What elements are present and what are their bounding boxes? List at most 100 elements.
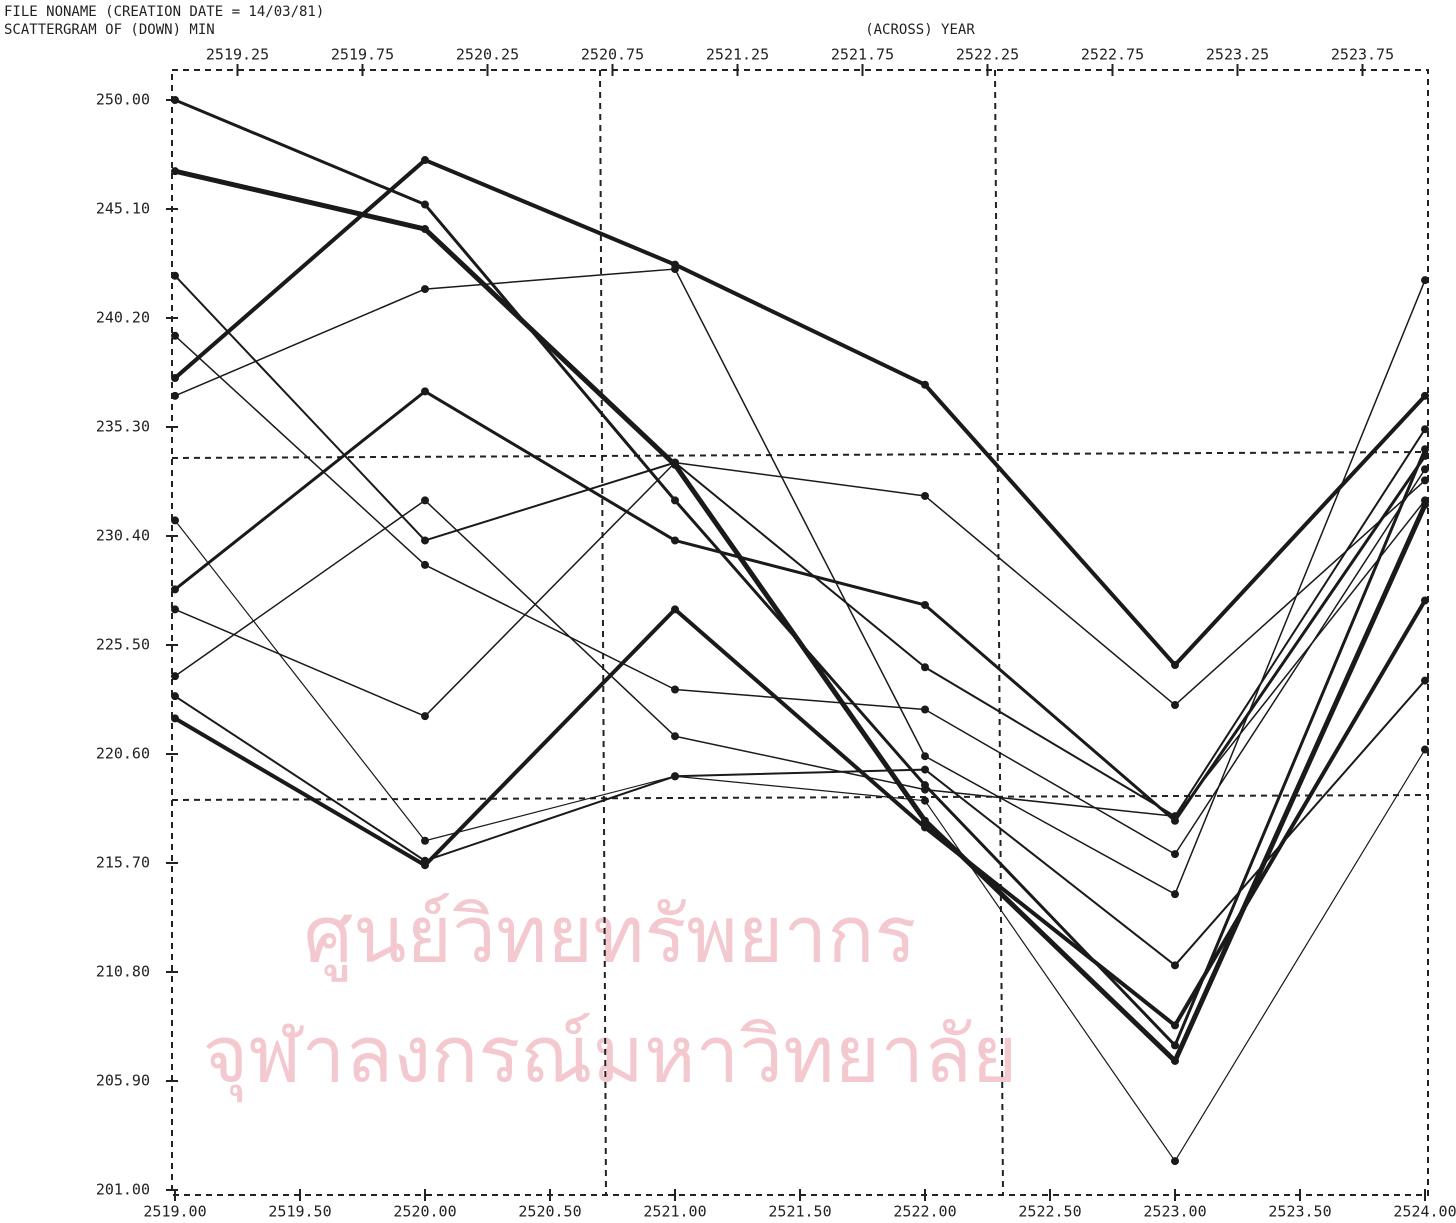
y-tick-label: 201.00	[96, 1181, 150, 1199]
data-point	[921, 796, 929, 805]
series-line	[174, 275, 1426, 818]
series-line	[174, 98, 1427, 1047]
data-point	[671, 496, 679, 505]
data-point	[171, 96, 179, 104]
data-point	[1171, 1056, 1179, 1065]
data-point	[1421, 745, 1429, 754]
header: FILE NONAME (CREATION DATE = 14/03/81)	[4, 4, 324, 20]
data-point	[921, 600, 929, 609]
data-point	[421, 225, 429, 234]
data-point	[421, 560, 429, 569]
data-point	[171, 714, 179, 723]
watermark: จุฬาลงกรณ์มหาวิทยาลัย	[202, 1010, 1017, 1102]
data-point	[171, 167, 179, 176]
reference-line	[599, 69, 607, 1196]
y-tick-label: 240.20	[96, 309, 150, 327]
data-point	[171, 374, 179, 383]
data-point	[671, 536, 679, 545]
x-tick-label: 2523.50	[1268, 1203, 1331, 1221]
series-line	[174, 520, 1426, 1162]
header: SCATTERGRAM OF (DOWN) MIN	[4, 22, 215, 38]
x-tick-label: 2524.00	[1393, 1203, 1456, 1221]
data-point	[921, 380, 929, 389]
data-point	[921, 705, 929, 714]
reference-line	[994, 69, 1004, 1196]
top-x-tick-label: 2523.25	[1206, 46, 1269, 64]
data-point	[671, 265, 679, 274]
y-tick-label: 245.10	[96, 200, 150, 218]
data-point	[171, 585, 179, 594]
data-point	[171, 391, 179, 400]
y-tick-label: 235.30	[96, 418, 150, 436]
top-x-tick-label: 2520.75	[581, 46, 644, 64]
data-point	[421, 836, 429, 845]
top-x-tick-label: 2519.25	[206, 46, 269, 64]
data-point	[171, 605, 179, 614]
top-x-tick-label: 2522.75	[1081, 46, 1144, 64]
data-point	[1421, 391, 1429, 400]
series-line	[174, 499, 1426, 818]
data-point	[421, 285, 429, 294]
x-tick-label: 2521.00	[643, 1203, 706, 1221]
data-point	[671, 685, 679, 694]
data-point	[1171, 1157, 1179, 1166]
data-point	[1171, 1021, 1179, 1030]
y-tick-label: 205.90	[96, 1072, 150, 1090]
data-point	[421, 387, 429, 396]
data-point	[1171, 661, 1179, 670]
data-point	[421, 712, 429, 721]
data-point	[421, 200, 429, 209]
data-point	[1171, 1041, 1179, 1050]
series-line	[174, 679, 1426, 967]
x-tick-label: 2520.50	[518, 1203, 581, 1221]
data-point	[921, 816, 929, 825]
data-point	[1421, 465, 1429, 474]
data-point	[1171, 890, 1179, 899]
data-point	[921, 752, 929, 761]
x-tick-label: 2521.50	[768, 1203, 831, 1221]
data-point	[421, 856, 429, 865]
data-point	[171, 692, 179, 701]
data-point	[171, 331, 179, 340]
data-point	[921, 785, 929, 794]
x-tick-label: 2522.00	[893, 1203, 956, 1221]
series-line	[173, 599, 1427, 1028]
data-point	[421, 536, 429, 545]
top-x-tick-label: 2521.25	[706, 46, 769, 64]
series-line	[174, 335, 1426, 855]
y-tick-label: 210.80	[96, 963, 150, 981]
y-tick-label: 225.50	[96, 636, 150, 654]
data-point	[921, 491, 929, 500]
data-point	[1421, 476, 1429, 485]
x-axis-title: (ACROSS) YEAR	[865, 22, 975, 38]
data-point	[171, 271, 179, 280]
data-point	[921, 663, 929, 672]
y-tick-label: 250.00	[96, 91, 150, 109]
series-line	[174, 461, 1426, 717]
data-point	[671, 772, 679, 781]
x-tick-label: 2522.50	[1018, 1203, 1081, 1221]
x-tick-label: 2520.00	[393, 1203, 456, 1221]
reference-line	[171, 451, 1429, 459]
series-line	[174, 268, 1426, 895]
data-point	[1421, 425, 1429, 434]
x-tick-label: 2523.00	[1143, 1203, 1206, 1221]
top-x-tick-label: 2521.75	[831, 46, 894, 64]
data-point	[671, 732, 679, 741]
top-x-tick-label: 2520.25	[456, 46, 519, 64]
watermark: ศูนย์วิทยทรัพยากร	[304, 890, 917, 981]
data-point	[1171, 812, 1179, 821]
data-point	[1421, 496, 1429, 505]
data-point	[171, 516, 179, 525]
x-tick-label: 2519.50	[268, 1203, 331, 1221]
data-point	[671, 605, 679, 614]
data-point	[1421, 276, 1429, 285]
series-line	[173, 158, 1427, 668]
data-point	[1421, 451, 1429, 460]
data-point	[921, 765, 929, 774]
data-point	[1171, 961, 1179, 970]
series-line	[174, 389, 1427, 823]
y-tick-label: 215.70	[96, 854, 150, 872]
data-point	[1421, 596, 1429, 605]
top-x-tick-label: 2522.25	[956, 46, 1019, 64]
